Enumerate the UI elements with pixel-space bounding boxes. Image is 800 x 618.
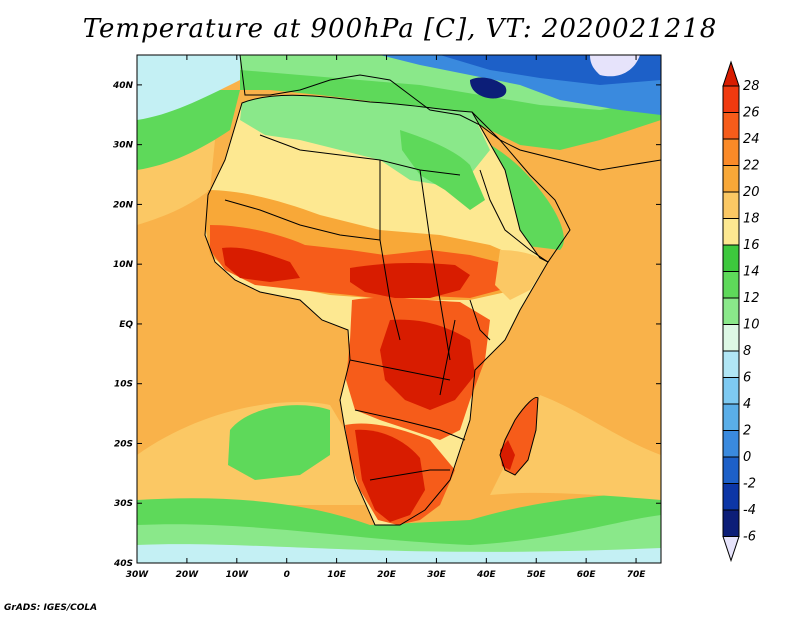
colorbar-max-triangle [722, 60, 740, 87]
coastlines-and-borders [204, 55, 661, 526]
east-west-border-line [379, 160, 401, 341]
north-atlantic-cold-band [137, 55, 240, 120]
colorbar-swatch [722, 324, 740, 352]
colorbar-swatch [722, 244, 740, 272]
colorbar-min-triangle [722, 536, 740, 563]
colorbar-swatch [722, 271, 740, 299]
colorbar-label: 12 [743, 291, 760, 306]
y-tick-label: 10N [113, 260, 134, 270]
colorbar-label: 0 [743, 450, 751, 465]
axis-ticks [136, 55, 661, 564]
sahara-border-line [259, 134, 461, 176]
y-tick-label: 10S [114, 380, 133, 390]
colorbar-label: -4 [743, 503, 756, 518]
colorbar-label: -6 [743, 530, 756, 545]
y-tick-label: EQ [119, 320, 133, 330]
y-tick-label: 40S [113, 559, 133, 569]
southern-border-line [349, 359, 451, 381]
colorbar-label: 20 [743, 185, 760, 200]
map-frame [136, 54, 662, 564]
x-tick-label: 70E [627, 570, 647, 580]
x-tick-label: 10W [226, 570, 250, 580]
west-africa-border-line [224, 199, 381, 241]
y-tick-label: 30N [113, 141, 134, 151]
y-tick-label: 30S [114, 499, 133, 509]
colorbar-swatch [722, 456, 740, 484]
x-tick-label: 40E [476, 570, 497, 580]
colorbar-swatch [722, 218, 740, 246]
colorbar-label: 28 [743, 79, 760, 94]
madagascar-coastline [499, 396, 539, 476]
colorbar-swatch [722, 509, 740, 537]
colorbar-swatch [722, 191, 740, 219]
colorbar-swatch [722, 85, 740, 113]
madagascar-hot-spot [500, 440, 515, 470]
map-title: Temperature at 900hPa [C], VT: 202002121… [82, 14, 718, 44]
east-africa-lakes-line [439, 319, 456, 396]
x-tick-label: 20W [176, 570, 200, 580]
colorbar-label: 16 [743, 238, 760, 253]
colorbar-swatch [722, 138, 740, 166]
y-tick-label: 40N [112, 81, 134, 91]
congo-hottest-zone [380, 319, 475, 410]
colorbar-label: 18 [743, 212, 760, 227]
colorbar-label: -2 [743, 477, 756, 492]
central-africa-border-line [419, 169, 451, 361]
colorbar-swatch [722, 483, 740, 511]
y-tick-label: 20N [113, 200, 134, 210]
axis-labels: 30W 20W 10W 0 10E 20E 30E 40E 50E 60E 70E 40N 30N 20N… [112, 81, 646, 580]
x-tick-label: 30W [126, 570, 150, 580]
colorbar-label: 4 [743, 397, 751, 412]
temperature-map [137, 55, 661, 563]
colorbar-swatch [722, 165, 740, 193]
x-tick-label: 0 [284, 570, 290, 580]
south-atlantic-green-patch [228, 405, 330, 480]
caspian-cold-spot [590, 55, 640, 77]
asia-coldest-region [470, 77, 507, 99]
x-tick-label: 60E [577, 570, 597, 580]
colorbar-label: 8 [743, 344, 751, 359]
colorbar-label: 10 [743, 318, 760, 333]
x-tick-label: 30E [427, 570, 447, 580]
southern-ocean-cyan-band [137, 544, 661, 563]
colorbar-swatch [722, 350, 740, 378]
colorbar-swatch [722, 377, 740, 405]
kalahari-hottest-zone [355, 429, 425, 522]
europe-coastline [239, 55, 661, 171]
horn-of-africa-region [495, 250, 548, 300]
south-africa-border-line [369, 469, 450, 481]
x-tick-label: 10E [327, 570, 347, 580]
colorbar-swatch [722, 112, 740, 140]
colorbar-label: 22 [743, 159, 760, 174]
colorbar-label: 2 [743, 424, 751, 439]
y-tick-label: 20S [114, 439, 133, 449]
colorbar-label: 26 [743, 106, 760, 121]
colorbar-label: 24 [743, 132, 760, 147]
arabia-coastline [471, 111, 571, 263]
central-africa-hottest-zone [350, 263, 470, 298]
grads-credit: GrADS: IGES/COLA [4, 603, 98, 613]
colorbar-label: 14 [743, 265, 760, 280]
africa-coastline [204, 94, 549, 526]
zambezi-border-line [354, 409, 466, 441]
west-africa-hottest-zone [222, 247, 300, 282]
colorbar-swatch [722, 297, 740, 325]
tanzania-border-line [469, 299, 491, 341]
nile-cool-corridor [400, 130, 485, 210]
x-tick-label: 20E [377, 570, 397, 580]
x-tick-label: 50E [527, 570, 547, 580]
colorbar-swatch [722, 430, 740, 458]
colorbar-swatch [722, 403, 740, 431]
colorbar-label: 6 [743, 371, 751, 386]
